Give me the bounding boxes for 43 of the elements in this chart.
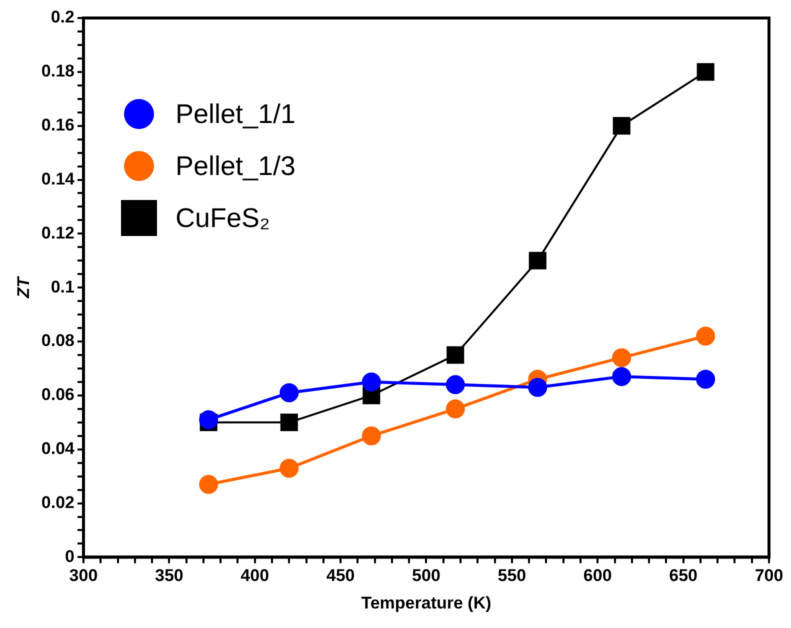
x-tick-label: 550 (498, 566, 526, 586)
x-tick-label: 700 (754, 566, 784, 586)
y-tick-label: 0.2 (50, 8, 74, 27)
legend-label: CuFeS₂ (175, 202, 270, 234)
point (362, 426, 381, 446)
point (696, 63, 714, 81)
point (199, 410, 218, 430)
y-tick-label: 0.06 (41, 385, 74, 404)
x-tick-label: 400 (240, 566, 270, 586)
point (446, 346, 464, 364)
y-tick-label: 0.08 (41, 331, 74, 350)
x-axis-title: Temperature (K) (361, 593, 492, 612)
point (280, 383, 299, 402)
x-tick-label: 500 (412, 566, 440, 586)
x-tick-label: 450 (326, 566, 355, 586)
point (612, 348, 632, 368)
point (446, 375, 465, 394)
y-tick-label: 0.18 (41, 62, 74, 81)
y-tick-label: 0.04 (41, 439, 76, 458)
point (696, 326, 716, 346)
point (528, 252, 546, 270)
y-axis-title: ZT (14, 276, 33, 299)
y-tick-label: 0.12 (41, 223, 74, 242)
x-tick-label: 650 (669, 566, 698, 586)
point (362, 372, 381, 392)
y-tick-label: 0.02 (41, 492, 74, 512)
x-tick-label: 300 (69, 566, 98, 586)
y-tick-label: 0.1 (50, 277, 74, 296)
point (280, 458, 299, 478)
point (199, 474, 218, 494)
point (696, 370, 716, 389)
point (612, 367, 632, 386)
point (612, 117, 630, 135)
x-tick-label: 600 (583, 566, 612, 586)
y-tick-label: 0.16 (41, 116, 74, 135)
legend-label: Pellet_1/3 (175, 150, 296, 182)
point (280, 414, 298, 432)
point (528, 378, 548, 397)
legend-label: Pellet_1/1 (175, 98, 296, 130)
y-tick-label: 0 (65, 546, 74, 566)
point (446, 399, 465, 418)
y-tick-label: 0.14 (41, 169, 76, 188)
x-tick-label: 350 (154, 566, 184, 586)
